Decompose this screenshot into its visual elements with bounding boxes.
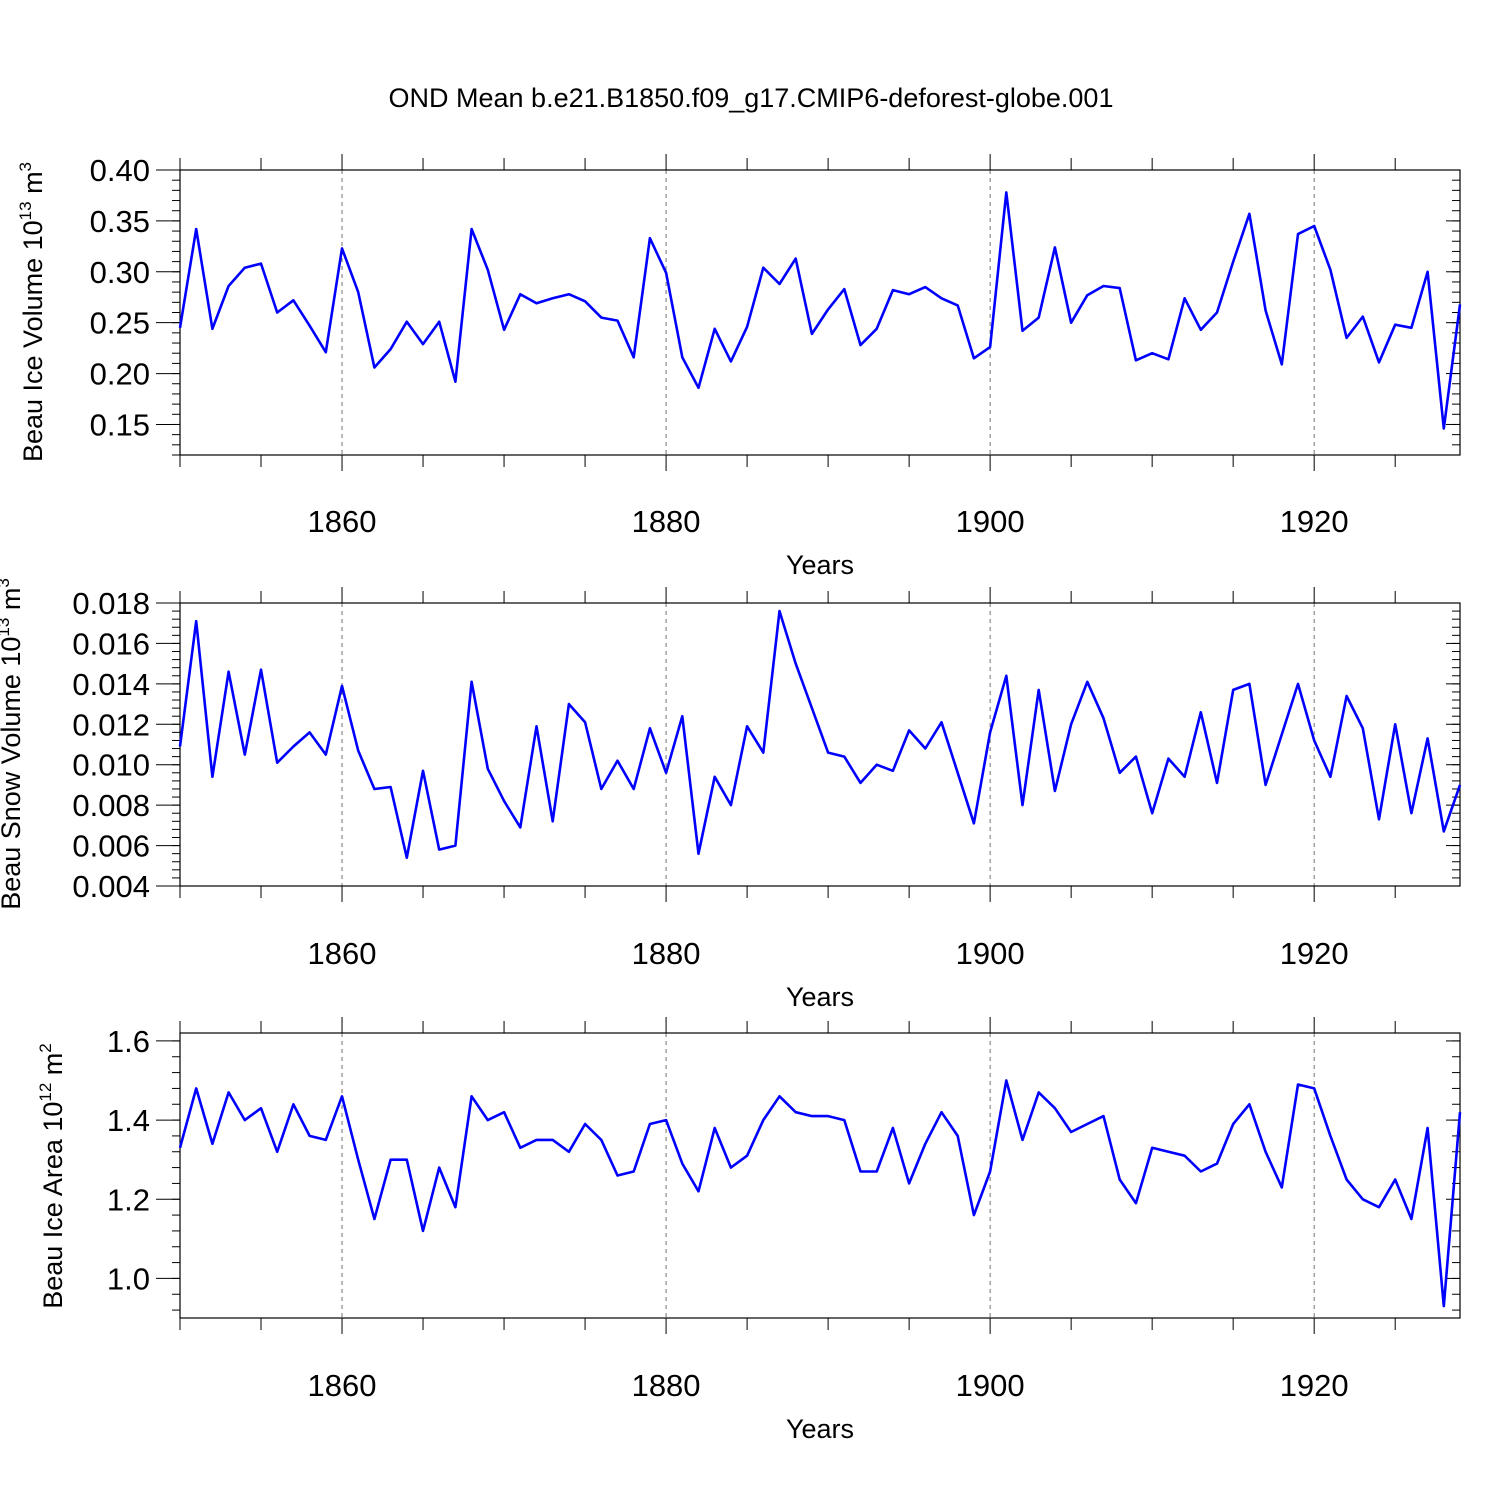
y-axis-title-unit-exponent: 3 bbox=[16, 162, 35, 171]
y-tick-label: 1.6 bbox=[107, 1024, 150, 1059]
x-tick-label: 1860 bbox=[308, 1368, 377, 1403]
x-tick-label: 1880 bbox=[632, 504, 701, 539]
y-tick-label: 1.2 bbox=[107, 1182, 150, 1217]
plot-frame bbox=[179, 169, 1461, 456]
y-axis-title-unit-exponent: 3 bbox=[0, 578, 13, 587]
y-axis-title-exponent: 13 bbox=[16, 201, 35, 220]
plot-frame bbox=[179, 1032, 1461, 1319]
x-tick-label: 1920 bbox=[1280, 936, 1349, 971]
y-tick-label: 0.006 bbox=[72, 829, 150, 864]
y-axis-title-unit-exponent: 2 bbox=[36, 1043, 55, 1052]
x-tick-label: 1900 bbox=[956, 1368, 1025, 1403]
y-tick-label: 0.004 bbox=[72, 869, 150, 904]
panel-1: 0.15 0.20 0.25 0.30 0.35 0.40 1860 1880 1900 1920… bbox=[16, 153, 1462, 580]
y-axis-title-exponent: 12 bbox=[36, 1083, 55, 1102]
y-tick-label: 1.4 bbox=[107, 1103, 150, 1138]
y-axis-title: Beau Snow Volume 1013 m3 bbox=[0, 578, 26, 910]
x-tick-label: 1900 bbox=[956, 504, 1025, 539]
series-line bbox=[178, 609, 1462, 860]
x-tick-label: 1920 bbox=[1280, 1368, 1349, 1403]
x-axis-title: Years bbox=[786, 550, 854, 580]
x-tick-label: 1860 bbox=[308, 504, 377, 539]
y-axis-title-unit: m bbox=[18, 171, 48, 201]
x-axis-title: Years bbox=[786, 982, 854, 1012]
panels: 0.15 0.20 0.25 0.30 0.35 0.40 1860 1880 1900 1920… bbox=[0, 153, 1462, 1444]
y-tick-label: 0.018 bbox=[72, 586, 150, 621]
y-axis-title-exponent: 13 bbox=[0, 618, 13, 637]
x-tick-label: 1900 bbox=[956, 936, 1025, 971]
y-tick-label: 0.016 bbox=[72, 626, 150, 661]
x-axis-title: Years bbox=[786, 1414, 854, 1444]
y-tick-label: 1.0 bbox=[107, 1261, 150, 1296]
panel-3: 1.0 1.2 1.4 1.6 1860 1880 1900 1920 Years Beau Ic… bbox=[36, 1017, 1462, 1444]
y-tick-label: 0.40 bbox=[90, 153, 150, 188]
y-axis-title-text: Beau Snow Volume 10 bbox=[0, 637, 26, 910]
x-tick-label: 1920 bbox=[1280, 504, 1349, 539]
y-tick-label: 0.35 bbox=[90, 204, 150, 239]
plot-frame bbox=[179, 602, 1461, 887]
x-tick-label: 1880 bbox=[632, 1368, 701, 1403]
chart-title: OND Mean b.e21.B1850.f09_g17.CMIP6-defor… bbox=[389, 83, 1114, 113]
y-axis-title-unit: m bbox=[0, 588, 26, 618]
series-line bbox=[178, 191, 1462, 430]
y-tick-label: 0.25 bbox=[90, 306, 150, 341]
x-tick-label: 1880 bbox=[632, 936, 701, 971]
series-line bbox=[178, 1079, 1462, 1308]
y-axis-title-text: Beau Ice Volume 10 bbox=[18, 220, 48, 462]
y-tick-label: 0.15 bbox=[90, 407, 150, 442]
y-tick-label: 0.20 bbox=[90, 357, 150, 392]
x-tick-label: 1860 bbox=[308, 936, 377, 971]
y-axis-title: Beau Ice Area 1012 m2 bbox=[36, 1043, 68, 1309]
y-tick-label: 0.010 bbox=[72, 748, 150, 783]
y-axis-title-text: Beau Ice Area 10 bbox=[38, 1102, 68, 1309]
y-tick-label: 0.014 bbox=[72, 667, 150, 702]
panel-2: 0.004 0.006 0.008 0.010 0.012 0.014 0.016 0.018… bbox=[0, 578, 1462, 1012]
y-axis-title-unit: m bbox=[38, 1053, 68, 1083]
y-tick-label: 0.30 bbox=[90, 255, 150, 290]
y-tick-label: 0.008 bbox=[72, 788, 150, 823]
y-tick-label: 0.012 bbox=[72, 707, 150, 742]
y-axis-title: Beau Ice Volume 1013 m3 bbox=[16, 162, 48, 462]
